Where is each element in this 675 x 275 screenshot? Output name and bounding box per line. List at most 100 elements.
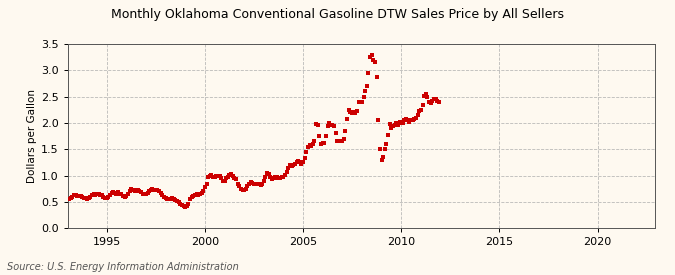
Point	[332, 139, 343, 144]
Point	[247, 181, 258, 185]
Point	[255, 183, 266, 187]
Point	[278, 174, 289, 179]
Point	[376, 158, 387, 162]
Point	[137, 191, 148, 196]
Point	[402, 118, 413, 123]
Point	[415, 108, 426, 112]
Point	[132, 188, 143, 192]
Point	[394, 120, 405, 124]
Point	[261, 171, 272, 175]
Point	[352, 109, 362, 114]
Point	[142, 191, 153, 195]
Point	[329, 123, 340, 128]
Point	[234, 184, 244, 188]
Point	[367, 52, 377, 57]
Point	[265, 175, 275, 179]
Point	[360, 89, 371, 94]
Point	[114, 191, 125, 196]
Point	[72, 194, 82, 198]
Point	[433, 100, 444, 104]
Point	[201, 181, 212, 186]
Point	[162, 197, 173, 202]
Point	[157, 193, 168, 197]
Point	[67, 194, 78, 199]
Point	[206, 172, 217, 177]
Point	[407, 118, 418, 123]
Point	[417, 102, 428, 107]
Point	[231, 177, 242, 182]
Point	[178, 204, 189, 208]
Point	[296, 162, 307, 166]
Point	[379, 147, 390, 152]
Point	[78, 196, 89, 200]
Point	[225, 172, 236, 176]
Point	[294, 160, 305, 165]
Point	[183, 201, 194, 206]
Point	[288, 163, 298, 167]
Point	[244, 181, 254, 186]
Point	[373, 118, 383, 123]
Point	[404, 120, 414, 124]
Point	[219, 179, 230, 183]
Point	[340, 129, 351, 133]
Point	[270, 174, 281, 179]
Point	[335, 139, 346, 144]
Point	[304, 143, 315, 147]
Point	[330, 131, 341, 136]
Point	[177, 203, 188, 207]
Point	[322, 123, 333, 128]
Point	[85, 194, 96, 199]
Point	[216, 176, 227, 180]
Point	[239, 188, 250, 192]
Point	[100, 196, 111, 200]
Point	[80, 196, 91, 200]
Point	[74, 193, 84, 198]
Point	[267, 177, 277, 182]
Point	[154, 189, 165, 194]
Point	[383, 132, 394, 137]
Point	[221, 176, 232, 180]
Point	[363, 71, 374, 75]
Point	[180, 205, 190, 209]
Point	[213, 174, 223, 178]
Point	[290, 162, 300, 166]
Point	[123, 192, 134, 196]
Point	[155, 191, 166, 195]
Point	[253, 182, 264, 186]
Point	[190, 193, 200, 197]
Point	[208, 174, 219, 179]
Point	[347, 111, 358, 116]
Point	[151, 188, 161, 192]
Point	[97, 193, 107, 197]
Point	[146, 188, 157, 192]
Point	[298, 160, 308, 165]
Point	[121, 193, 132, 198]
Point	[182, 204, 192, 208]
Point	[152, 188, 163, 192]
Point	[309, 139, 320, 144]
Point	[307, 142, 318, 146]
Point	[65, 196, 76, 200]
Point	[147, 187, 158, 191]
Point	[185, 197, 196, 202]
Point	[333, 139, 344, 144]
Point	[214, 174, 225, 178]
Point	[63, 197, 74, 202]
Point	[281, 170, 292, 174]
Point	[136, 190, 146, 194]
Point	[429, 97, 439, 101]
Point	[202, 175, 213, 179]
Point	[108, 190, 119, 195]
Point	[167, 196, 178, 200]
Point	[406, 118, 416, 123]
Point	[339, 137, 350, 141]
Point	[286, 164, 297, 168]
Point	[95, 192, 105, 197]
Point	[70, 193, 81, 197]
Point	[109, 191, 120, 195]
Point	[317, 141, 328, 145]
Point	[103, 194, 114, 199]
Point	[432, 99, 443, 103]
Point	[353, 100, 364, 104]
Point	[393, 122, 404, 127]
